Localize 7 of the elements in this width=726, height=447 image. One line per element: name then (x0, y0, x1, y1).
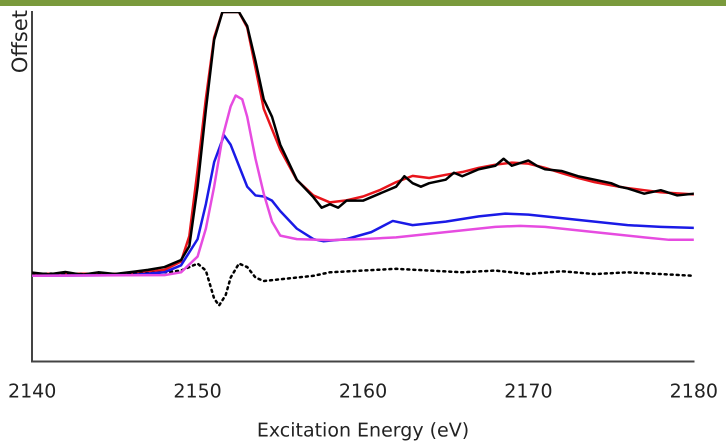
x-tick-label: 2170 (504, 380, 553, 403)
x-tick-label: 2150 (173, 380, 222, 403)
x-tick-label: 2180 (670, 380, 718, 403)
y-axis-title: Offset (8, 10, 32, 74)
x-tick-label: 2140 (8, 380, 56, 403)
x-axis-title: Excitation Energy (eV) (256, 420, 470, 442)
x-tick-label: 2160 (338, 380, 388, 403)
